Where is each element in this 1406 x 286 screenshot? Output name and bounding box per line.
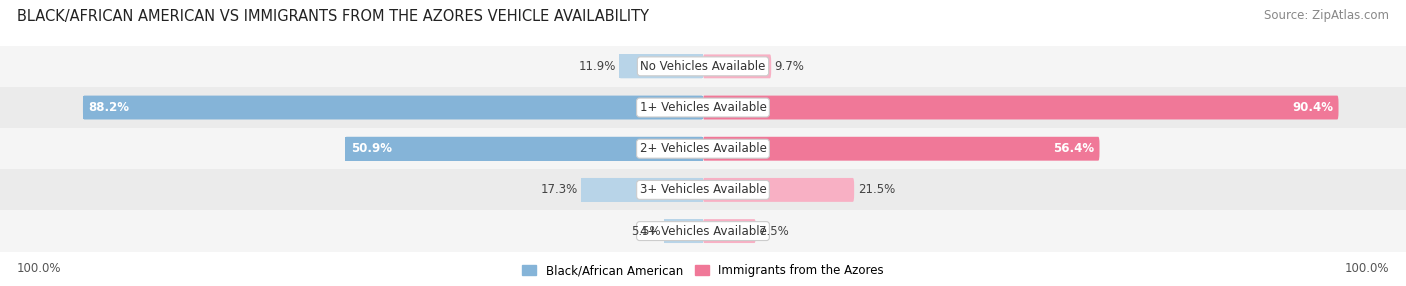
Text: 17.3%: 17.3% (541, 183, 578, 196)
Text: 5.5%: 5.5% (631, 225, 661, 238)
Text: No Vehicles Available: No Vehicles Available (640, 60, 766, 73)
Text: Source: ZipAtlas.com: Source: ZipAtlas.com (1264, 9, 1389, 21)
Text: BLACK/AFRICAN AMERICAN VS IMMIGRANTS FROM THE AZORES VEHICLE AVAILABILITY: BLACK/AFRICAN AMERICAN VS IMMIGRANTS FRO… (17, 9, 650, 23)
Text: 1+ Vehicles Available: 1+ Vehicles Available (640, 101, 766, 114)
Text: 90.4%: 90.4% (1292, 101, 1333, 114)
Bar (582, 178, 703, 202)
Bar (665, 219, 703, 243)
Text: 88.2%: 88.2% (89, 101, 129, 114)
Text: 56.4%: 56.4% (1053, 142, 1094, 155)
Text: 7.5%: 7.5% (759, 225, 789, 238)
Text: 11.9%: 11.9% (578, 60, 616, 73)
FancyBboxPatch shape (703, 178, 855, 202)
FancyBboxPatch shape (346, 137, 703, 161)
FancyBboxPatch shape (703, 219, 756, 243)
Text: 3+ Vehicles Available: 3+ Vehicles Available (640, 183, 766, 196)
FancyBboxPatch shape (582, 178, 703, 202)
FancyBboxPatch shape (83, 96, 703, 120)
Text: 9.7%: 9.7% (775, 60, 804, 73)
FancyBboxPatch shape (703, 96, 1339, 120)
Bar (0, 128, 1406, 169)
FancyBboxPatch shape (665, 219, 703, 243)
Text: 100.0%: 100.0% (1344, 262, 1389, 275)
Bar (0, 169, 1406, 210)
Text: 2+ Vehicles Available: 2+ Vehicles Available (640, 142, 766, 155)
Bar (0, 87, 1406, 128)
FancyBboxPatch shape (703, 54, 772, 78)
Bar (0, 210, 1406, 252)
Bar (346, 137, 703, 161)
Text: 4+ Vehicles Available: 4+ Vehicles Available (640, 225, 766, 238)
Text: 50.9%: 50.9% (352, 142, 392, 155)
Text: 100.0%: 100.0% (17, 262, 62, 275)
Bar (83, 96, 703, 120)
Bar (619, 54, 703, 78)
FancyBboxPatch shape (619, 54, 703, 78)
FancyBboxPatch shape (703, 137, 1099, 161)
Bar (0, 46, 1406, 87)
Legend: Black/African American, Immigrants from the Azores: Black/African American, Immigrants from … (522, 264, 884, 277)
Text: 21.5%: 21.5% (858, 183, 894, 196)
